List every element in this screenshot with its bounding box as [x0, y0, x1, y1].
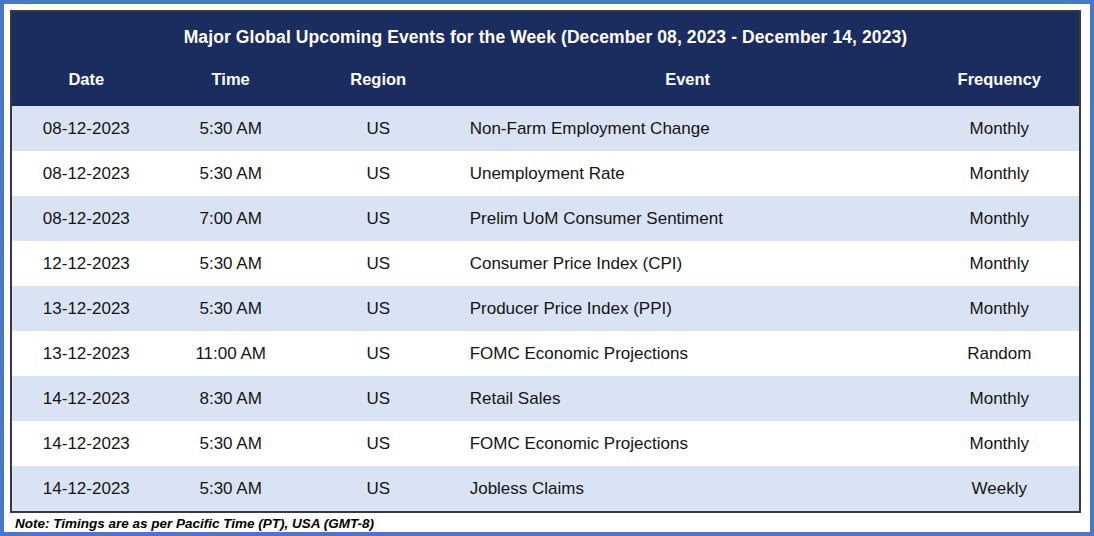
event-cell: Retail Sales: [456, 376, 920, 421]
frequency-cell: Weekly: [920, 466, 1080, 512]
event-cell: Jobless Claims: [456, 466, 920, 512]
region-cell: US: [301, 376, 456, 421]
date-cell: 14-12-2023: [11, 376, 161, 421]
table-row: 08-12-2023 5:30 AM US Non-Farm Employmen…: [11, 106, 1080, 151]
time-cell: 5:30 AM: [161, 421, 301, 466]
time-cell: 5:30 AM: [161, 286, 301, 331]
event-cell: Consumer Price Index (CPI): [456, 241, 920, 286]
event-cell: Non-Farm Employment Change: [456, 106, 920, 151]
timezone-note: Note: Timings are as per Pacific Time (P…: [15, 516, 1081, 531]
column-header-time: Time: [161, 61, 301, 106]
region-cell: US: [301, 466, 456, 512]
frequency-cell: Monthly: [920, 286, 1080, 331]
event-cell: Producer Price Index (PPI): [456, 286, 920, 331]
date-cell: 14-12-2023: [11, 466, 161, 512]
date-cell: 08-12-2023: [11, 151, 161, 196]
event-cell: Prelim UoM Consumer Sentiment: [456, 196, 920, 241]
table-row: 14-12-2023 8:30 AM US Retail Sales Month…: [11, 376, 1080, 421]
frequency-cell: Monthly: [920, 151, 1080, 196]
event-cell: FOMC Economic Projections: [456, 421, 920, 466]
table-row: 13-12-2023 5:30 AM US Producer Price Ind…: [11, 286, 1080, 331]
event-cell: FOMC Economic Projections: [456, 331, 920, 376]
date-cell: 08-12-2023: [11, 106, 161, 151]
time-cell: 8:30 AM: [161, 376, 301, 421]
column-header-region: Region: [301, 61, 456, 106]
table-row: 14-12-2023 5:30 AM US Jobless Claims Wee…: [11, 466, 1080, 512]
region-cell: US: [301, 151, 456, 196]
frequency-cell: Monthly: [920, 196, 1080, 241]
region-cell: US: [301, 421, 456, 466]
table-header-row: Date Time Region Event Frequency: [11, 61, 1080, 106]
time-cell: 5:30 AM: [161, 151, 301, 196]
date-cell: 08-12-2023: [11, 196, 161, 241]
time-cell: 5:30 AM: [161, 106, 301, 151]
table-row: 08-12-2023 5:30 AM US Unemployment Rate …: [11, 151, 1080, 196]
frequency-cell: Monthly: [920, 241, 1080, 286]
events-table-frame: Major Global Upcoming Events for the Wee…: [0, 0, 1094, 536]
column-header-event: Event: [456, 61, 920, 106]
table-row: 13-12-2023 11:00 AM US FOMC Economic Pro…: [11, 331, 1080, 376]
column-header-frequency: Frequency: [920, 61, 1080, 106]
region-cell: US: [301, 196, 456, 241]
frequency-cell: Monthly: [920, 421, 1080, 466]
region-cell: US: [301, 286, 456, 331]
table-title-row: Major Global Upcoming Events for the Wee…: [11, 11, 1080, 61]
time-cell: 5:30 AM: [161, 241, 301, 286]
table-row: 12-12-2023 5:30 AM US Consumer Price Ind…: [11, 241, 1080, 286]
date-cell: 13-12-2023: [11, 331, 161, 376]
column-header-date: Date: [11, 61, 161, 106]
time-cell: 5:30 AM: [161, 466, 301, 512]
frequency-cell: Monthly: [920, 106, 1080, 151]
frequency-cell: Monthly: [920, 376, 1080, 421]
table-title: Major Global Upcoming Events for the Wee…: [11, 11, 1080, 61]
table-row: 08-12-2023 7:00 AM US Prelim UoM Consume…: [11, 196, 1080, 241]
region-cell: US: [301, 331, 456, 376]
region-cell: US: [301, 241, 456, 286]
frequency-cell: Random: [920, 331, 1080, 376]
time-cell: 11:00 AM: [161, 331, 301, 376]
date-cell: 13-12-2023: [11, 286, 161, 331]
date-cell: 14-12-2023: [11, 421, 161, 466]
region-cell: US: [301, 106, 456, 151]
date-cell: 12-12-2023: [11, 241, 161, 286]
upcoming-events-table: Major Global Upcoming Events for the Wee…: [10, 10, 1081, 513]
time-cell: 7:00 AM: [161, 196, 301, 241]
table-row: 14-12-2023 5:30 AM US FOMC Economic Proj…: [11, 421, 1080, 466]
event-cell: Unemployment Rate: [456, 151, 920, 196]
